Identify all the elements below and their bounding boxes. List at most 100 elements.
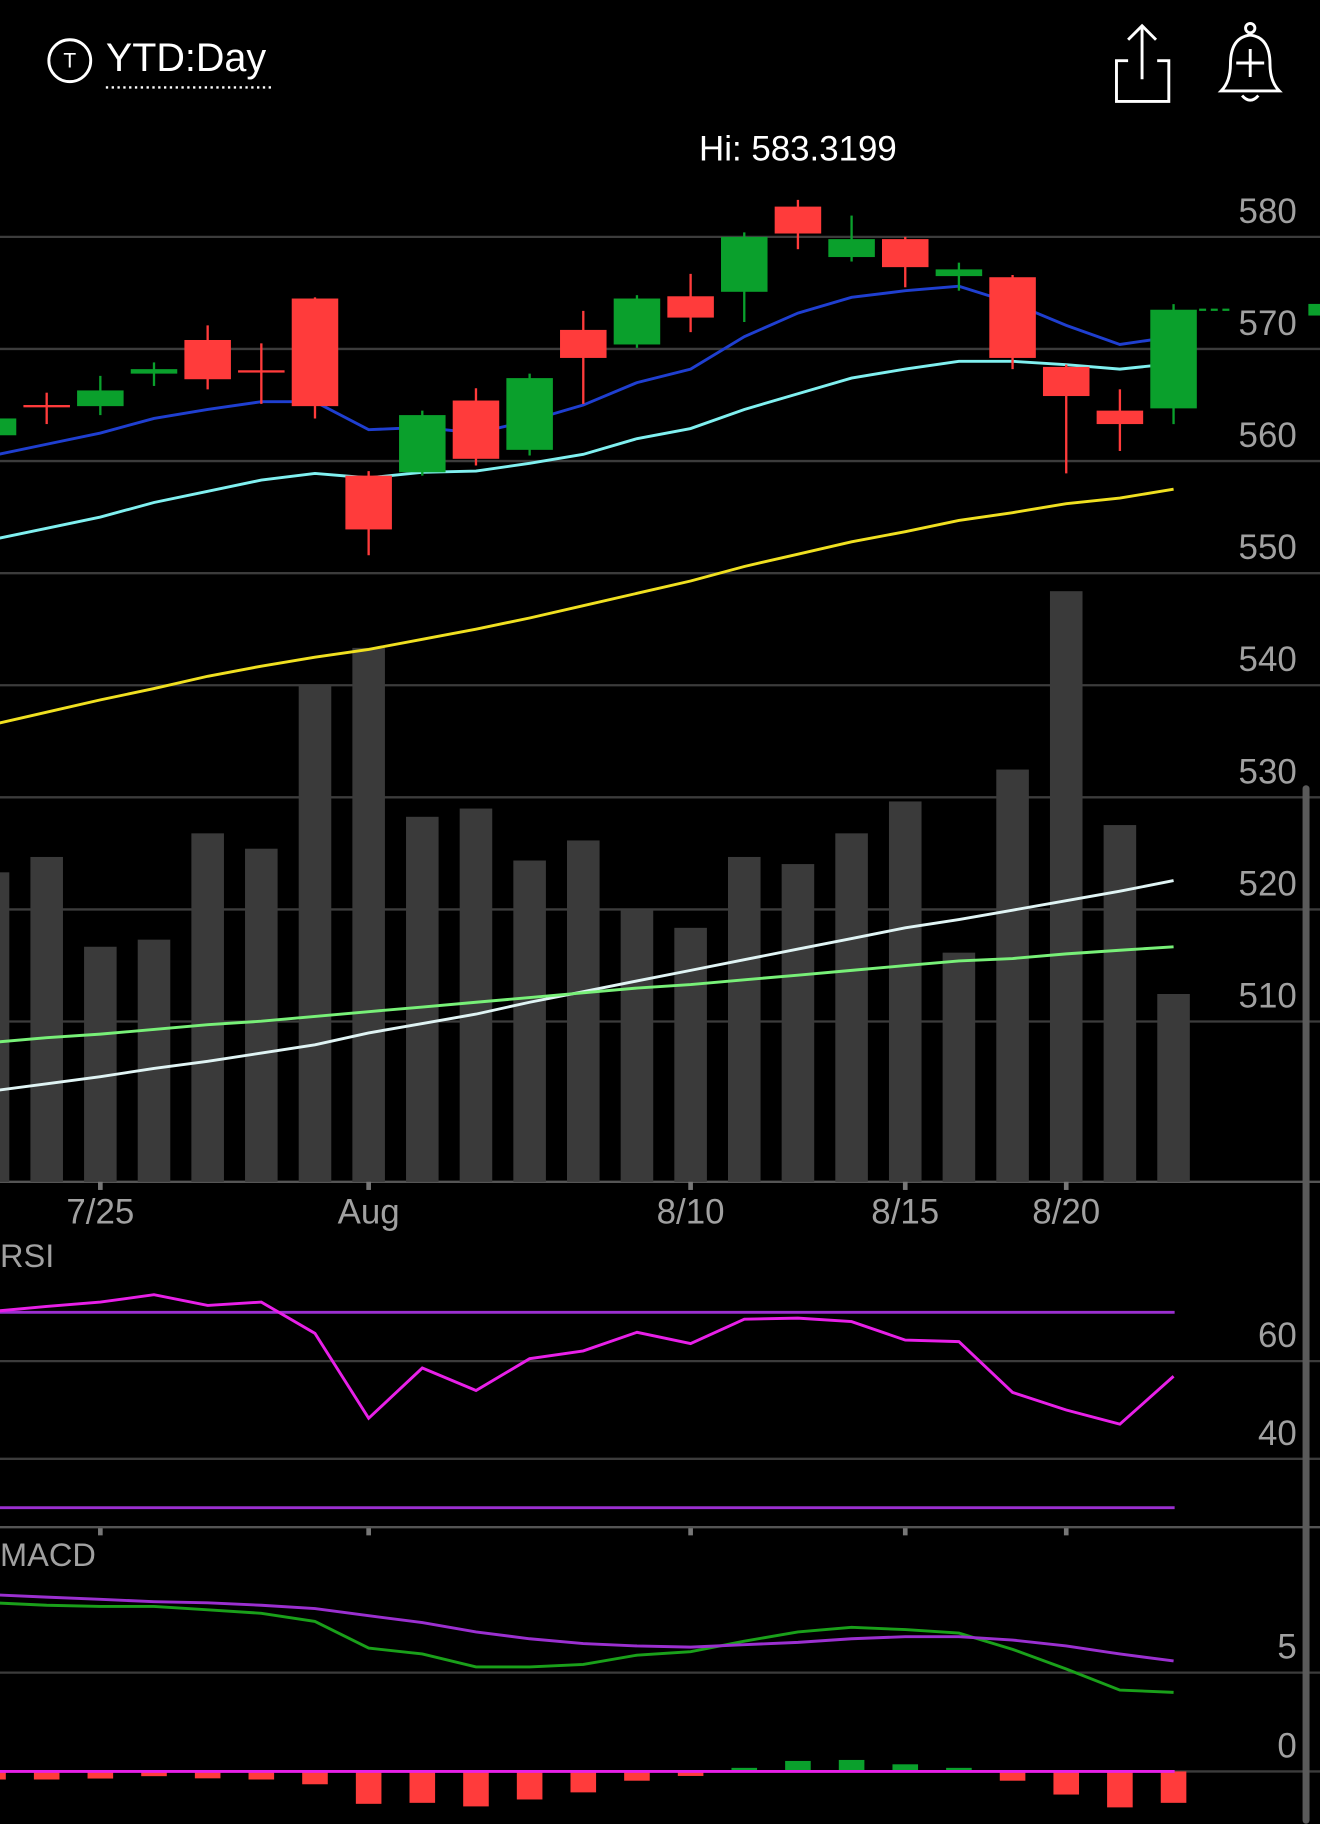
volume-bar: [30, 856, 63, 1182]
x-tick-label: 8/10: [657, 1193, 725, 1232]
y-tick-label: 570: [1239, 304, 1297, 343]
y-tick-label: 60: [1258, 1316, 1297, 1355]
timeframe-button[interactable]: T YTD:Day: [47, 36, 275, 89]
histogram-bar: [1053, 1771, 1080, 1795]
candle-body: [1096, 410, 1144, 425]
panel-title: RSI: [0, 1238, 54, 1274]
volume-bar: [835, 833, 868, 1182]
histogram-bar: [141, 1771, 167, 1777]
bell-top: [1244, 22, 1257, 35]
candle-body: [774, 206, 822, 234]
candle-body: [560, 329, 607, 358]
candle-body: [721, 236, 768, 292]
histogram-bar: [624, 1771, 650, 1781]
candle-body: [184, 339, 231, 380]
histogram-bar: [731, 1767, 758, 1772]
histogram-bar: [946, 1767, 972, 1772]
candle-body: [1042, 366, 1090, 397]
histogram-bar: [87, 1771, 114, 1779]
volume-bar: [996, 769, 1029, 1182]
histogram-bar: [355, 1771, 382, 1804]
volume-bar: [513, 860, 546, 1182]
scrollbar[interactable]: [1302, 785, 1310, 1824]
candle-body: [506, 378, 553, 450]
candle-body: [130, 369, 178, 374]
y-tick-label: 0: [1277, 1726, 1296, 1765]
candle-body: [399, 415, 446, 473]
volume-bar: [1157, 993, 1190, 1182]
volume-bar: [191, 833, 224, 1182]
candle-body: [828, 239, 875, 258]
y-tick-label: 510: [1239, 976, 1297, 1015]
volume-bar: [459, 808, 493, 1182]
candle-body: [613, 298, 661, 345]
volume-bar: [298, 685, 332, 1182]
alert-button[interactable]: [1217, 22, 1283, 102]
candle-body: [23, 405, 70, 408]
volume-bar: [942, 952, 976, 1182]
candle-body: [881, 239, 929, 268]
share-box: [1115, 59, 1171, 103]
candle-body: [345, 475, 392, 530]
moving-average-line: [0, 487, 1174, 725]
y-tick-label: 580: [1239, 192, 1297, 231]
volume-bar: [0, 872, 10, 1182]
candle-body: [291, 298, 339, 407]
y-tick-label: 520: [1239, 864, 1297, 903]
panel-title: MACD: [0, 1537, 96, 1573]
histogram-bar: [785, 1760, 811, 1772]
histogram-bar: [0, 1771, 6, 1780]
y-tick-label: 530: [1239, 752, 1297, 791]
share-arrow: [1127, 23, 1158, 80]
x-tick-label: 8/20: [1032, 1193, 1100, 1232]
volume-bar: [137, 939, 171, 1182]
bell-clapper: [1240, 94, 1260, 102]
candle-body: [77, 390, 124, 407]
high-annotation: Hi: 583.3199: [699, 130, 897, 169]
y-tick-label: 40: [1258, 1414, 1297, 1453]
x-tick-label: 7/25: [66, 1193, 134, 1232]
y-tick-label: 5: [1277, 1628, 1296, 1667]
volume-bar: [888, 801, 922, 1182]
histogram-bar: [516, 1771, 543, 1800]
histogram-bar: [33, 1771, 60, 1780]
last-price-marker: [1308, 303, 1320, 316]
histogram-bar: [463, 1771, 489, 1807]
bell-body: [1217, 33, 1283, 93]
ticker-icon-letter: T: [63, 49, 76, 72]
volume-bar: [781, 864, 815, 1182]
histogram-bar: [302, 1771, 328, 1785]
volume-bar: [567, 840, 600, 1182]
candle-body: [1150, 309, 1197, 409]
candle-body: [989, 277, 1036, 358]
timeframe-label: YTD:Day: [106, 36, 267, 80]
volume-bar: [1103, 825, 1137, 1182]
histogram-bar: [838, 1759, 865, 1772]
histogram-bar: [409, 1771, 436, 1803]
histogram-bar: [570, 1771, 597, 1793]
volume-bar: [84, 946, 117, 1182]
x-tick-label: Aug: [338, 1193, 400, 1232]
volume-average-line: [0, 945, 1174, 1044]
y-tick-label: 550: [1239, 528, 1297, 567]
volume-bar: [245, 848, 278, 1182]
moving-average-line: [0, 359, 1174, 540]
histogram-bar: [248, 1771, 275, 1780]
histogram-bar: [677, 1771, 704, 1776]
volume-bar: [1049, 591, 1083, 1182]
histogram-bar: [892, 1764, 919, 1772]
histogram-bar: [1107, 1771, 1133, 1808]
bell-plus: [1236, 49, 1265, 77]
volume-bar: [727, 856, 761, 1182]
share-button[interactable]: [1115, 23, 1171, 103]
candle-body: [667, 296, 714, 318]
volume-bar: [674, 927, 707, 1182]
candle-body: [452, 400, 500, 459]
y-tick-label: 560: [1239, 416, 1297, 455]
volume-bar: [352, 647, 385, 1182]
ticker-icon: [47, 38, 93, 84]
volume-bar: [620, 910, 654, 1182]
candle-body: [935, 269, 983, 277]
